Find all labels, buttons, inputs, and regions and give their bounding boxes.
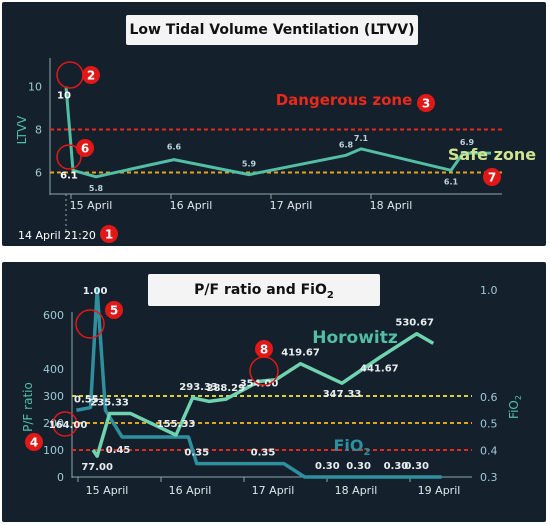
ltvv-x-tick-label: 17 April bbox=[270, 199, 313, 212]
fio2-data-label: 0.55 bbox=[74, 394, 99, 405]
marker-8-label: 8 bbox=[260, 343, 268, 357]
fio2-data-label: 0.30 bbox=[384, 461, 409, 472]
horowitz-data-label: 347.33 bbox=[323, 389, 362, 400]
ltvv-data-label: 6.6 bbox=[167, 143, 182, 152]
marker-2-circle bbox=[82, 66, 100, 84]
marker-4-label: 4 bbox=[30, 436, 38, 450]
ltvv-data-label: 6.8 bbox=[339, 140, 354, 149]
fio2-series-label-text: FiO bbox=[334, 436, 364, 455]
ltvv-data-label: 10 bbox=[57, 91, 71, 102]
pf-y-tick-label: 0 bbox=[57, 471, 64, 484]
horowitz-data-label: 419.67 bbox=[281, 348, 320, 359]
marker-7-label: 7 bbox=[488, 171, 496, 185]
ltvv-y-tick-label: 8 bbox=[35, 124, 42, 137]
fio2-y-axis-label-sub: 2 bbox=[514, 395, 523, 400]
pf-title: P/F ratio and FiO2 bbox=[148, 274, 380, 306]
ltvv-chart: 6 8 10 LTVV 15 April 16 April 17 April 18 April… bbox=[15, 58, 536, 243]
pf-y-tick-label: 300 bbox=[43, 390, 64, 403]
fio2-series-line bbox=[76, 288, 442, 479]
marker-6-label: 6 bbox=[81, 142, 89, 156]
ltvv-data-label: 7.1 bbox=[354, 134, 369, 143]
fio2-data-label: 0.30 bbox=[404, 461, 429, 472]
horowitz-data-label: 155.33 bbox=[157, 419, 196, 430]
ltvv-series-line bbox=[64, 86, 491, 179]
fio2-data-label: 0.45 bbox=[106, 445, 131, 456]
ltvv-data-label: 6.9 bbox=[460, 138, 475, 147]
ltvv-peak-ring bbox=[56, 61, 84, 89]
marker-2-label: 2 bbox=[87, 69, 95, 83]
pf-x-tick-label: 16 April bbox=[169, 484, 212, 497]
marker-5-circle bbox=[105, 301, 123, 319]
pf-x-tick-label: 17 April bbox=[252, 484, 295, 497]
pf-y-axis-label: P/F ratio bbox=[21, 382, 35, 432]
ltvv-panel: Low Tidal Volume Ventilation (LTVV) 6 8 10… bbox=[2, 2, 546, 246]
fio2-series-label-sub: 2 bbox=[364, 447, 371, 458]
ltvv-data-label: 6.1 bbox=[60, 170, 78, 181]
pf-x-tick-label: 19 April bbox=[418, 484, 461, 497]
horowitz-series-line bbox=[91, 331, 435, 458]
horowitz-data-label: 288.29 bbox=[207, 383, 246, 394]
fio2-y-tick-label: 0.4 bbox=[480, 444, 498, 457]
marker-3-label: 3 bbox=[422, 97, 430, 111]
ltvv-y-tick-label: 10 bbox=[28, 81, 42, 94]
pf-x-tick-label: 18 April bbox=[335, 484, 378, 497]
marker-1-circle bbox=[100, 225, 118, 243]
ltvv-data-label: 6.1 bbox=[444, 177, 459, 186]
pf-y-tick-label: 100 bbox=[43, 444, 64, 457]
ltvv-drop-ring bbox=[56, 144, 82, 170]
fio2-y-tick-label: 1.0 bbox=[480, 284, 498, 297]
ltvv-title: Low Tidal Volume Ventilation (LTVV) bbox=[126, 15, 418, 45]
fio2-y-axis-label: FiO2 bbox=[507, 395, 523, 419]
pf-panel: P/F ratio and FiO2 0 100 200 300 400 600 0.3 0.… bbox=[2, 262, 546, 522]
fio2-series-label: FiO2 bbox=[334, 436, 371, 458]
fio2-data-label: 0.35 bbox=[184, 448, 209, 459]
pf-164-ring bbox=[52, 411, 78, 437]
fio2-y-tick-label: 0.3 bbox=[480, 471, 498, 484]
fio2-data-label: 0.35 bbox=[251, 448, 276, 459]
marker-6-circle bbox=[76, 139, 94, 157]
horowitz-data-label: 77.00 bbox=[81, 462, 113, 473]
horowitz-data-label: 293.33 bbox=[179, 382, 218, 393]
ltvv-data-label: 5.9 bbox=[242, 160, 257, 169]
start-time-label: 14 April 21:20 bbox=[18, 229, 96, 242]
pf-title-text: P/F ratio and FiO bbox=[194, 282, 327, 298]
marker-7-circle bbox=[483, 168, 501, 186]
fio2-peak-ring bbox=[75, 309, 105, 339]
horowitz-series-label: Horowitz bbox=[312, 328, 398, 348]
pf-title-sub: 2 bbox=[326, 289, 334, 301]
ltvv-data-label: 5.8 bbox=[89, 184, 104, 193]
dangerous-zone-label: Dangerous zone bbox=[276, 91, 413, 109]
fio2-y-tick-label: 0.6 bbox=[480, 391, 498, 404]
ltvv-x-tick-label: 15 April bbox=[70, 199, 113, 212]
horowitz-data-label: 235.33 bbox=[90, 397, 129, 408]
fio2-data-label: 0.30 bbox=[346, 461, 371, 472]
marker-3-circle bbox=[417, 94, 435, 112]
safe-zone-label: Safe zone bbox=[448, 145, 536, 164]
marker-5-label: 5 bbox=[110, 304, 118, 318]
pf-y-tick-label: 600 bbox=[43, 309, 64, 322]
fio2-data-label: 1.00 bbox=[83, 286, 108, 297]
ltvv-x-tick-label: 18 April bbox=[370, 199, 413, 212]
marker-4-circle bbox=[25, 433, 43, 451]
ltvv-y-tick-label: 6 bbox=[35, 167, 42, 180]
pf-164-label: 164.00 bbox=[49, 420, 88, 431]
horowitz-data-label: 530.67 bbox=[395, 318, 434, 329]
marker-1-label: 1 bbox=[105, 228, 113, 242]
horowitz-data-label: 441.67 bbox=[360, 364, 399, 375]
ltvv-x-tick-label: 16 April bbox=[170, 199, 213, 212]
marker-8-circle bbox=[255, 340, 273, 358]
fio2-data-label: 0.30 bbox=[315, 461, 340, 472]
fio2-y-axis-label-text: FiO bbox=[507, 400, 521, 419]
fio2-y-tick-label: 0.5 bbox=[480, 418, 498, 431]
pf-x-tick-label: 15 April bbox=[86, 484, 129, 497]
ltvv-y-axis-label: LTVV bbox=[15, 115, 29, 145]
pf-y-tick-label: 400 bbox=[43, 363, 64, 376]
